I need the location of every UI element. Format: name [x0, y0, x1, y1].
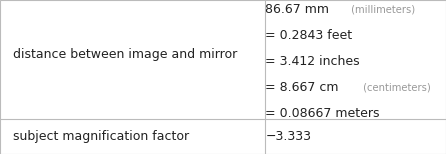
Text: 86.67 mm: 86.67 mm — [265, 3, 329, 16]
Text: = 8.667 cm: = 8.667 cm — [265, 81, 339, 94]
Text: subject magnification factor: subject magnification factor — [13, 130, 190, 143]
Text: (centimeters): (centimeters) — [360, 83, 431, 93]
Text: = 0.08667 meters: = 0.08667 meters — [265, 107, 380, 120]
Text: = 3.412 inches: = 3.412 inches — [265, 55, 360, 68]
Text: distance between image and mirror: distance between image and mirror — [13, 48, 238, 61]
Text: −3.333: −3.333 — [265, 130, 311, 143]
Text: (millimeters): (millimeters) — [348, 4, 415, 14]
Text: = 0.2843 feet: = 0.2843 feet — [265, 29, 352, 42]
